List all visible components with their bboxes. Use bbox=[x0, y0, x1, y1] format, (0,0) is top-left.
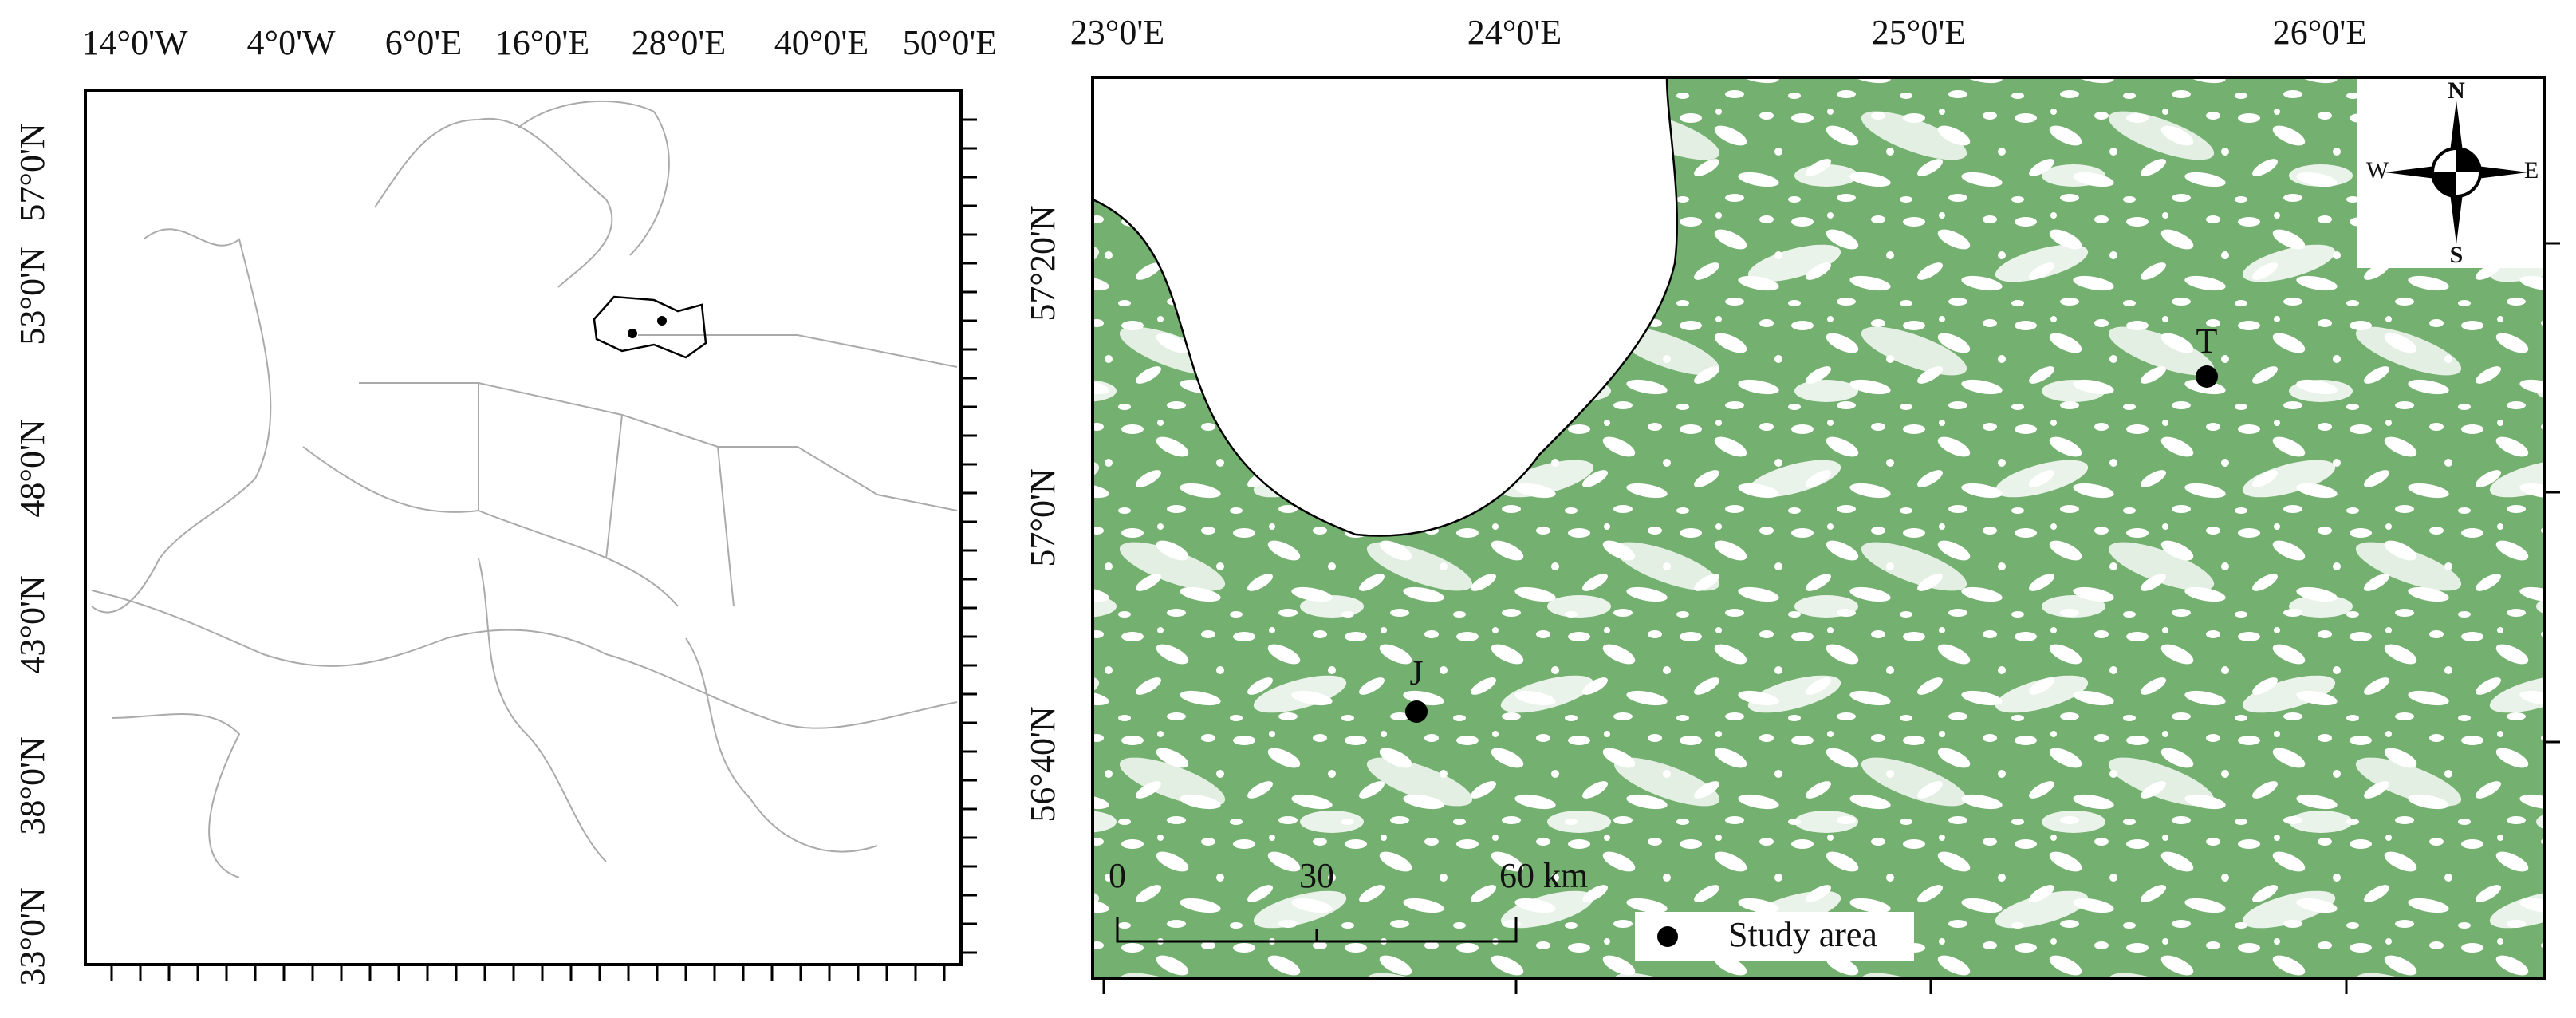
lon-label: 23°0'E bbox=[1070, 13, 1164, 52]
lon-label: 28°0'E bbox=[632, 23, 726, 62]
lon-label: 14°0'W bbox=[81, 23, 188, 62]
compass-s: S bbox=[2450, 242, 2464, 268]
lat-label: 43°0'N bbox=[13, 575, 52, 673]
scale-label: 30 bbox=[1299, 856, 1334, 895]
lon-label: 40°0'E bbox=[774, 23, 869, 62]
lon-label: 6°0'E bbox=[385, 23, 462, 62]
legend-label: Study area bbox=[1728, 915, 1877, 954]
scale-label: 60 km bbox=[1499, 856, 1588, 895]
site-label: T bbox=[2196, 322, 2218, 361]
scale-label: 0 bbox=[1109, 856, 1126, 895]
compass-n: N bbox=[2448, 77, 2465, 104]
europe-map bbox=[84, 89, 977, 981]
site-label: J bbox=[1409, 653, 1423, 692]
lon-label: 26°0'E bbox=[2273, 13, 2367, 52]
compass-w: W bbox=[2366, 157, 2389, 183]
lat-label: 57°0'N bbox=[1023, 468, 1062, 566]
lat-label: 48°0'N bbox=[13, 419, 52, 517]
compass-e: E bbox=[2524, 157, 2539, 183]
lon-label: 24°0'E bbox=[1467, 13, 1562, 52]
lat-label: 56°40'N bbox=[1023, 706, 1062, 822]
lon-label: 16°0'E bbox=[495, 23, 589, 62]
lon-label: 25°0'E bbox=[1872, 13, 1966, 52]
lon-label: 50°0'E bbox=[903, 23, 997, 62]
lat-label: 53°0'N bbox=[13, 247, 52, 345]
lon-label: 4°0'W bbox=[246, 23, 336, 62]
lat-label: 33°0'N bbox=[13, 887, 52, 985]
lat-label: 57°20'N bbox=[1023, 205, 1062, 321]
lat-label: 57°0'N bbox=[13, 123, 52, 221]
study-region-map bbox=[1091, 76, 2560, 994]
lat-label: 38°0'N bbox=[13, 736, 52, 835]
